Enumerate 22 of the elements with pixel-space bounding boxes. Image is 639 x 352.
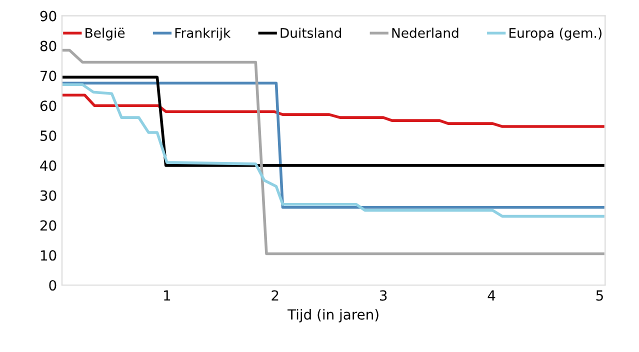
y-tick-label: 60: [40, 100, 56, 112]
x-tick-label: 1: [164, 290, 170, 301]
y-tick-label: 30: [40, 190, 56, 201]
x-tick-label: 4: [488, 290, 496, 301]
legend-label: België: [86, 28, 125, 40]
x-tick-label: 2: [272, 290, 278, 301]
legend-label: Europa (gem.): [510, 28, 602, 40]
y-tick-label: 10: [40, 250, 56, 261]
legend-label: Nederland: [392, 28, 458, 38]
legend-label: Frankrijk: [175, 28, 231, 40]
x-tick-label: 5: [596, 290, 603, 301]
y-tick-label: 80: [40, 40, 56, 52]
y-tick-label: 20: [40, 220, 56, 231]
x-axis-title: Tijd (in jaren): [288, 308, 378, 322]
y-tick-label: 50: [40, 130, 56, 141]
y-tick-label: 90: [40, 10, 56, 22]
y-tick-label: 40: [40, 160, 56, 171]
y-tick-label: 70: [40, 70, 56, 82]
line-series: [62, 94, 604, 128]
y-tick-label: 0: [49, 280, 56, 291]
x-tick-label: 3: [380, 290, 387, 301]
legend-label: Duitsland: [280, 28, 341, 38]
